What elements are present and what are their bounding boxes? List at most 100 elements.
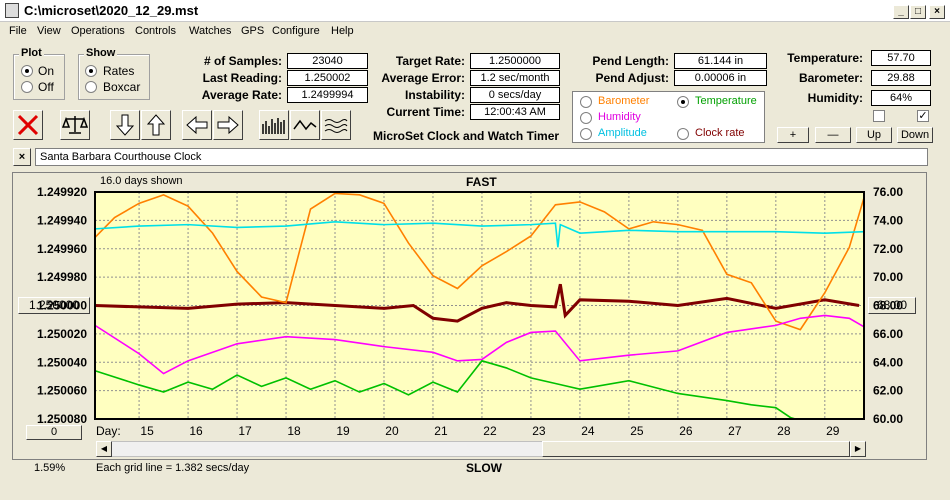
scroll-right-arrow-icon[interactable]: ▶ (850, 441, 866, 457)
menu-operations[interactable]: Operations (71, 25, 125, 37)
right-tick-label: 60.00 (873, 412, 903, 426)
average-error-label: Average Error: (381, 71, 465, 85)
target-rate-value[interactable]: 1.2500000 (470, 53, 560, 69)
window-title: C:\microset\2020_12_29.mst (24, 3, 199, 18)
barometer-radio[interactable] (580, 96, 592, 108)
day-tick-label: 19 (336, 424, 350, 438)
move-down-button[interactable] (110, 110, 140, 140)
left-tick-label: 1.250080 (37, 412, 87, 426)
samples-label: # of Samples: (203, 54, 282, 68)
day-tick-label: 17 (238, 424, 252, 438)
scrollbar-thumb[interactable] (542, 441, 850, 457)
right-tick-label: 64.00 (873, 355, 903, 369)
app-icon (5, 3, 19, 18)
day-tick-label: 20 (385, 424, 399, 438)
menu-gps[interactable]: GPS (241, 25, 265, 37)
series-line-3 (94, 314, 865, 375)
multi-line-view-button[interactable] (321, 110, 351, 140)
balance-button[interactable] (60, 110, 90, 140)
clock-name-field[interactable]: Santa Barbara Courthouse Clock (35, 148, 928, 166)
day-tick-label: 28 (777, 424, 791, 438)
title-bar: C:\microset\2020_12_29.mst _ □ × (0, 0, 950, 22)
plot-off-label: Off (38, 80, 54, 94)
plot-on-radio[interactable] (21, 65, 33, 77)
current-time-label: Current Time: (386, 105, 465, 119)
instability-value: 0 secs/day (470, 87, 560, 103)
amplitude-legend-label: Amplitude (598, 127, 647, 139)
current-time-value: 12:00:43 AM (470, 104, 560, 120)
humidity-label: Humidity: (807, 91, 863, 105)
down-button[interactable]: Down (897, 127, 933, 143)
center-temp-button[interactable]: 68.00 (868, 297, 916, 314)
series-line-2 (94, 220, 865, 248)
barometer-label: Barometer: (798, 71, 863, 85)
line-view-button[interactable] (290, 110, 320, 140)
maximize-button[interactable]: □ (910, 5, 926, 19)
last-reading-label: Last Reading: (202, 71, 282, 85)
close-window-button[interactable]: × (929, 5, 945, 19)
menu-view[interactable]: View (37, 25, 61, 37)
average-rate-value: 1.2499994 (287, 87, 368, 103)
amplitude-radio[interactable] (580, 128, 592, 140)
arrow-right-icon (217, 115, 239, 135)
zero-button[interactable]: 0 (26, 425, 82, 440)
arrow-down-icon (115, 114, 135, 136)
left-tick-label: 1.250040 (37, 355, 87, 369)
temperature-radio[interactable] (677, 96, 689, 108)
menu-help[interactable]: Help (331, 25, 354, 37)
day-tick-label: 15 (140, 424, 154, 438)
left-tick-label: 1.249980 (37, 270, 87, 284)
right-tick-label: 74.00 (873, 213, 903, 227)
instability-label: Instability: (404, 88, 465, 102)
pend-length-value[interactable]: 61.144 in (674, 53, 767, 69)
clock-rate-radio[interactable] (677, 128, 689, 140)
menu-controls[interactable]: Controls (135, 25, 176, 37)
plot-panel (12, 172, 927, 460)
env-checkbox-2[interactable]: ✓ (917, 110, 929, 122)
day-tick-label: 18 (287, 424, 301, 438)
scroll-left-button[interactable] (182, 110, 212, 140)
right-tick-label: 68.00 (873, 299, 903, 313)
clock-rate-legend-label: Clock rate (695, 127, 745, 139)
scale-icon (62, 116, 88, 134)
show-rates-radio[interactable] (85, 65, 97, 77)
left-tick-label: 1.250060 (37, 384, 87, 398)
up-button[interactable]: Up (856, 127, 892, 143)
arrow-left-icon (186, 115, 208, 135)
series-line-1 (94, 192, 865, 331)
plus-button[interactable]: + (777, 127, 809, 143)
bar-view-button[interactable] (259, 110, 289, 140)
percent-label: 1.59% (34, 462, 66, 474)
scroll-right-button[interactable] (213, 110, 243, 140)
left-tick-label: 1.250000 (37, 299, 87, 313)
plot-on-label: On (38, 64, 55, 78)
show-boxcar-radio[interactable] (85, 81, 97, 93)
show-rates-label: Rates (103, 64, 135, 78)
barometer-value: 29.88 (871, 70, 931, 86)
average-rate-label: Average Rate: (201, 88, 282, 102)
temperature-legend-label: Temperature (695, 95, 757, 107)
minus-button[interactable]: — (815, 127, 851, 143)
move-up-button[interactable] (141, 110, 171, 140)
fast-label: FAST (466, 175, 497, 189)
scroll-left-arrow-icon[interactable]: ◀ (96, 441, 112, 457)
stop-button[interactable] (13, 110, 43, 140)
menu-watches[interactable]: Watches (189, 25, 232, 37)
plot-off-radio[interactable] (21, 81, 33, 93)
wave-icon (293, 119, 317, 131)
minimize-button[interactable]: _ (893, 5, 909, 19)
clear-clock-button[interactable]: × (13, 148, 31, 166)
arrow-up-icon (146, 114, 166, 136)
pend-adjust-value[interactable]: 0.00006 in (674, 70, 767, 86)
series-legend (572, 91, 765, 143)
humidity-radio[interactable] (580, 112, 592, 124)
plot-group-title: Plot (19, 47, 44, 59)
menu-file[interactable]: File (9, 25, 27, 37)
env-checkbox-1[interactable] (873, 110, 885, 122)
day-axis-label: Day: (96, 424, 121, 438)
multi-wave-icon (324, 119, 348, 133)
center-rate-button[interactable]: 1.250000 (18, 297, 90, 314)
menu-configure[interactable]: Configure (272, 25, 320, 37)
red-x-icon (17, 114, 39, 136)
